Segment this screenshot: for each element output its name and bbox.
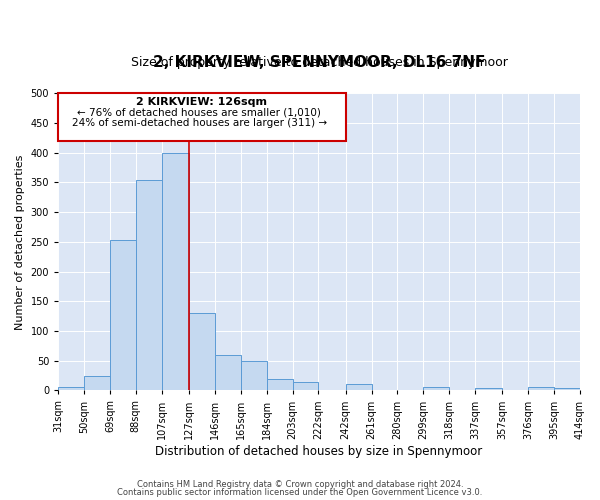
Bar (554, 388, 580, 390)
Text: ← 76% of detached houses are smaller (1,010): ← 76% of detached houses are smaller (1,… (77, 108, 321, 118)
Bar (241, 362, 266, 390)
Bar (58, 388, 84, 390)
Text: 2 KIRKVIEW: 126sqm: 2 KIRKVIEW: 126sqm (136, 97, 268, 107)
Bar (346, 384, 371, 390)
Bar (293, 382, 319, 390)
Bar (424, 387, 449, 390)
X-axis label: Distribution of detached houses by size in Spennymoor: Distribution of detached houses by size … (155, 444, 483, 458)
FancyBboxPatch shape (58, 94, 346, 141)
Bar (528, 387, 554, 390)
Y-axis label: Number of detached properties: Number of detached properties (15, 154, 25, 330)
Bar (136, 180, 162, 390)
Bar (475, 388, 502, 390)
Bar (215, 355, 241, 390)
Bar (84, 376, 110, 390)
Text: Contains public sector information licensed under the Open Government Licence v3: Contains public sector information licen… (118, 488, 482, 497)
Bar (189, 313, 215, 390)
Text: 2, KIRKVIEW, SPENNYMOOR, DL16 7NF: 2, KIRKVIEW, SPENNYMOOR, DL16 7NF (153, 54, 485, 70)
Bar (162, 152, 189, 390)
Title: Size of property relative to detached houses in Spennymoor: Size of property relative to detached ho… (131, 56, 508, 68)
Bar (110, 240, 136, 390)
Text: 24% of semi-detached houses are larger (311) →: 24% of semi-detached houses are larger (… (71, 118, 327, 128)
Text: Contains HM Land Registry data © Crown copyright and database right 2024.: Contains HM Land Registry data © Crown c… (137, 480, 463, 489)
Bar (266, 378, 293, 390)
